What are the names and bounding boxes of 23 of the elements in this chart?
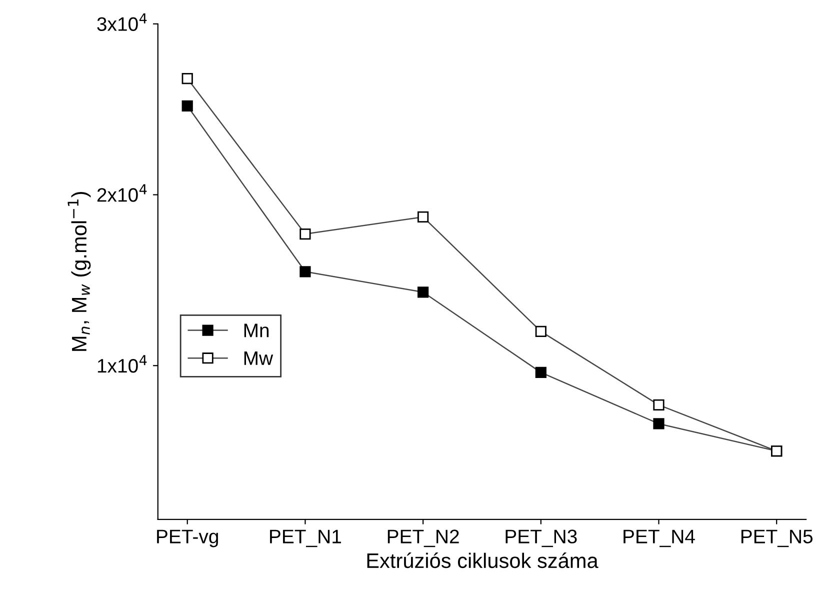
x-tick-label: PET_N1 <box>270 530 341 548</box>
y-tick-label: 1x10$^{4}$ <box>98 355 147 373</box>
point <box>535 326 546 337</box>
x-tick-label: PET-vg <box>157 530 218 548</box>
x-axis-title: Extrúziós ciklusok száma <box>367 552 598 568</box>
point <box>300 228 311 240</box>
y-tick-label: 2x10$^{4}$ <box>97 184 147 202</box>
legend-label: Mw <box>244 352 274 365</box>
point <box>418 211 429 223</box>
point <box>535 366 546 378</box>
point <box>182 73 193 84</box>
y-axis-title: M$_{n}$, M$_{w}$ (g.mol$^{−1}$) <box>68 192 91 351</box>
legend-label: Mn <box>244 324 269 338</box>
point <box>418 286 429 298</box>
point <box>300 266 311 278</box>
x-tick-label: PET_N3 <box>506 530 577 548</box>
point <box>653 418 664 430</box>
x-tick-label: PET_N4 <box>624 530 695 548</box>
y-tick-label: 3x10$^{4}$ <box>97 13 147 31</box>
x-tick-label: PET_N2 <box>388 530 459 548</box>
point <box>182 100 193 112</box>
point <box>653 399 664 410</box>
x-tick-label: PET_N5 <box>741 530 813 548</box>
